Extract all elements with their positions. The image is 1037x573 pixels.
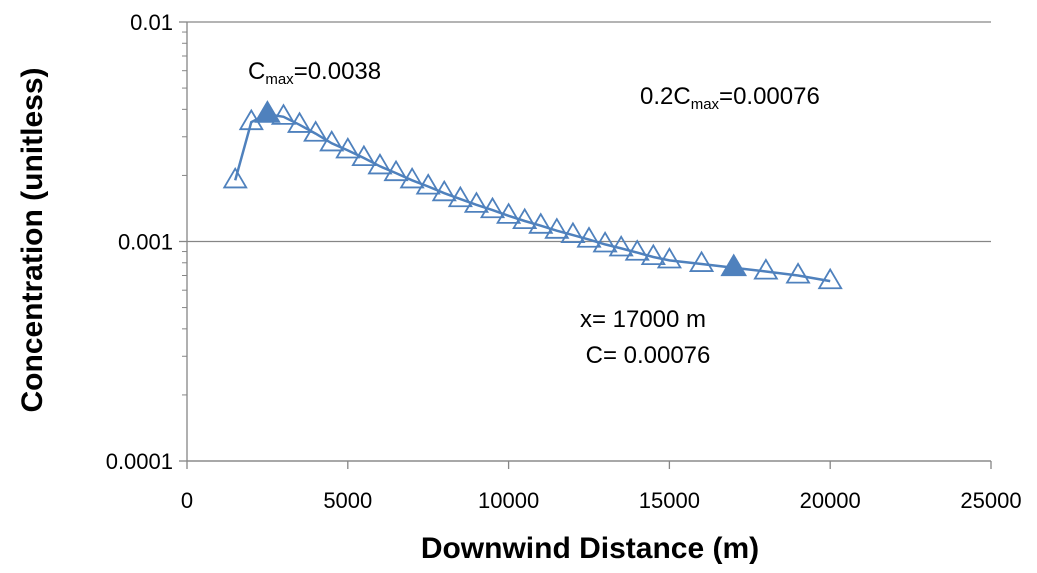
data-point [528, 212, 554, 234]
y-tick-label-0: 0.0001 [106, 449, 173, 474]
data-point [335, 137, 361, 159]
data-point [399, 166, 425, 189]
x-tick-label-2: 10000 [478, 488, 539, 513]
data-point [383, 159, 409, 182]
y-axis-title: Concentration (unitless) [16, 67, 49, 412]
y-tick-label-1: 0.001 [118, 230, 173, 255]
data-point [463, 191, 490, 213]
x-tick-label-3: 15000 [639, 488, 700, 513]
cmax-sub: max [265, 71, 294, 88]
c-value-annotation: C= 0.00076 [586, 342, 711, 369]
data-point [544, 217, 570, 239]
data-point [608, 235, 634, 257]
data-point [640, 243, 666, 265]
data-point [447, 185, 473, 208]
data-point [367, 152, 393, 175]
cmax02-sub: max [691, 96, 720, 113]
cmax-rest: =0.0038 [294, 58, 381, 85]
data-point [785, 262, 811, 284]
x-tick-label-5: 25000 [960, 488, 1021, 513]
cmax-base: C [248, 58, 265, 85]
highlight-point-0 [254, 100, 281, 123]
cmax02-rest: =0.00076 [719, 83, 820, 110]
highlight-point-1 [720, 253, 748, 277]
data-point [270, 103, 297, 125]
data-point [479, 196, 506, 219]
data-point [753, 258, 779, 280]
data-point [303, 120, 329, 142]
cmax02-base: 0.2C [640, 83, 691, 110]
x-axis-title: Downwind Distance (m) [421, 532, 759, 565]
cmax02-annotation: 0.2Cmax=0.00076 [640, 83, 820, 113]
data-point [688, 250, 715, 272]
cmax-annotation: Cmax=0.0038 [248, 58, 381, 88]
data-point [817, 267, 843, 290]
data-point [592, 231, 618, 253]
series [222, 100, 843, 290]
tick-labels: 0.0001 0.001 0.01 0 5000 10000 15000 20000 25000 [106, 10, 1022, 513]
x-tick-label-0: 0 [181, 488, 193, 513]
y-tick-label-2: 0.01 [130, 10, 173, 35]
data-point [431, 179, 457, 202]
data-point [415, 173, 441, 195]
data-point [222, 166, 248, 189]
data-point [351, 144, 377, 167]
data-point [496, 202, 522, 224]
axes [179, 21, 992, 469]
x-tick-label-4: 20000 [800, 488, 861, 513]
x-value-annotation: x= 17000 m [580, 306, 706, 333]
data-point [656, 247, 682, 269]
data-point [512, 207, 538, 229]
data-point [560, 221, 586, 244]
data-point [624, 239, 650, 261]
data-point [576, 226, 602, 248]
data-point [319, 129, 345, 152]
data-point [286, 111, 313, 133]
x-tick-label-1: 5000 [323, 488, 372, 513]
